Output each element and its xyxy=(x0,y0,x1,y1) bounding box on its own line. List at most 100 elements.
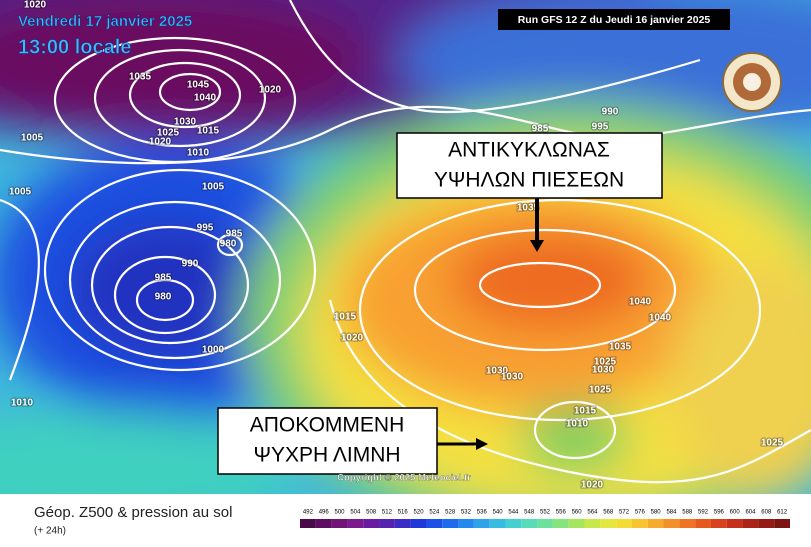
annotation-box xyxy=(396,132,663,199)
scale-label: 536 xyxy=(477,510,488,516)
scale-label: 572 xyxy=(619,510,630,516)
scale-swatch xyxy=(410,519,427,528)
scale-swatch xyxy=(489,519,506,528)
scale-label: 512 xyxy=(382,510,393,516)
isobar-label: 1030 xyxy=(486,366,509,377)
isobar-label: 1015 xyxy=(574,406,597,417)
isobar-label: 980 xyxy=(220,239,237,250)
isobar-label: 990 xyxy=(182,259,199,270)
scale-label: 496 xyxy=(319,510,330,516)
scale-swatch xyxy=(537,519,553,528)
isobar-label: 1000 xyxy=(202,345,225,356)
isobar-label: 985 xyxy=(226,229,243,240)
scale-label: 608 xyxy=(761,510,772,516)
scale-swatch xyxy=(568,519,585,528)
color-scale: 492 496 500 504 508 512 516 520 524 528 532 536 540 5… xyxy=(300,510,790,528)
scale-label: 540 xyxy=(493,510,504,516)
scale-swatch xyxy=(347,519,364,528)
isobar-label: 1025 xyxy=(157,128,180,139)
isobar-label: 1020 xyxy=(341,333,364,344)
scale-swatch xyxy=(726,519,743,528)
scale-label: 604 xyxy=(745,510,756,516)
isobar-label: 1010 xyxy=(566,419,589,430)
scale-label: 596 xyxy=(714,510,725,516)
scale-label: 500 xyxy=(335,510,346,516)
scale-swatch xyxy=(505,519,522,528)
isobar-labels: 1020 1035 1045 1040 1020 1030 1015 1025 1020 1010… xyxy=(8,0,785,492)
annotation-text: ΥΨΗΛΩΝ ΠΙΕΣΕΩΝ xyxy=(434,169,624,192)
isobar-label: 1005 xyxy=(21,133,44,144)
annotation-text: ΑΝΤΙΚΥΚΛΩΝΑΣ xyxy=(448,139,610,162)
scale-label: 568 xyxy=(603,510,614,516)
scale-label: 520 xyxy=(414,510,425,516)
scale-swatch xyxy=(442,519,459,528)
scale-swatch xyxy=(584,519,601,528)
scale-swatch xyxy=(758,519,775,528)
scale-swatch xyxy=(663,519,680,528)
isobar-label: 1015 xyxy=(334,312,357,323)
isobar-label: 1035 xyxy=(129,72,152,83)
scale-label: 504 xyxy=(350,510,361,516)
scale-label: 516 xyxy=(398,510,409,516)
scale-label: 492 xyxy=(303,510,314,516)
isobar-label: 1005 xyxy=(9,187,32,198)
isobar-label: 995 xyxy=(592,122,609,133)
isobar-label: 1025 xyxy=(589,385,612,396)
scale-swatch xyxy=(616,519,632,528)
footer xyxy=(0,494,811,542)
run-box xyxy=(498,9,730,30)
isobar-label: 1020 xyxy=(581,480,604,491)
scale-label: 552 xyxy=(540,510,551,516)
scale-label: 508 xyxy=(366,510,377,516)
isobar-label: 985 xyxy=(155,273,172,284)
scale-label: 564 xyxy=(587,510,598,516)
arrow-head xyxy=(476,438,488,450)
scale-swatch xyxy=(600,519,617,528)
annotation-box xyxy=(217,407,438,475)
isobar-label: 1020 xyxy=(259,85,282,96)
scale-swatch xyxy=(695,519,711,528)
isobar-label: 1045 xyxy=(187,80,210,91)
isobar-label: 1025 xyxy=(761,438,784,449)
isobar-label: 1025 xyxy=(594,357,617,368)
scale-swatch xyxy=(300,519,316,528)
scale-swatch xyxy=(315,519,332,528)
isobar-label: 1010 xyxy=(11,398,34,409)
scale-label: 524 xyxy=(429,510,440,516)
isobar-label: 1030 xyxy=(501,372,524,383)
footer-subtitle: (+ 24h) xyxy=(34,526,66,537)
scale-swatch xyxy=(394,519,411,528)
logo xyxy=(722,52,782,112)
copyright: Copyright © 2025 Meteociel.fr xyxy=(337,473,471,484)
isobar-label: 1040 xyxy=(194,93,217,104)
isobar-label: 1035 xyxy=(609,342,632,353)
forecast-time: 13:00 locale xyxy=(18,36,131,58)
isobar-label: 1040 xyxy=(649,313,672,324)
isobar-label: 995 xyxy=(197,223,214,234)
isobar-label: 1005 xyxy=(202,182,225,193)
scale-swatch xyxy=(631,519,648,528)
scale-label: 576 xyxy=(635,510,646,516)
scale-swatch xyxy=(473,519,490,528)
scale-label: 556 xyxy=(556,510,567,516)
scale-label: 612 xyxy=(777,510,788,516)
scale-swatch xyxy=(331,519,348,528)
scale-swatch xyxy=(552,519,569,528)
isobar-label: 1035 xyxy=(517,203,540,214)
scale-label: 592 xyxy=(698,510,709,516)
isobar-label: 1040 xyxy=(629,297,652,308)
scale-label: 548 xyxy=(524,510,535,516)
scale-swatch xyxy=(742,519,759,528)
scale-swatch xyxy=(710,519,727,528)
scale-label: 544 xyxy=(508,510,519,516)
isobar-label: 1030 xyxy=(592,365,615,376)
forecast-date: Vendredi 17 janvier 2025 xyxy=(18,13,192,30)
scale-label: 584 xyxy=(666,510,677,516)
scale-swatch xyxy=(426,519,443,528)
scale-label: 580 xyxy=(651,510,662,516)
scale-swatch xyxy=(647,519,664,528)
scale-label: 560 xyxy=(572,510,583,516)
scale-label: 528 xyxy=(445,510,456,516)
